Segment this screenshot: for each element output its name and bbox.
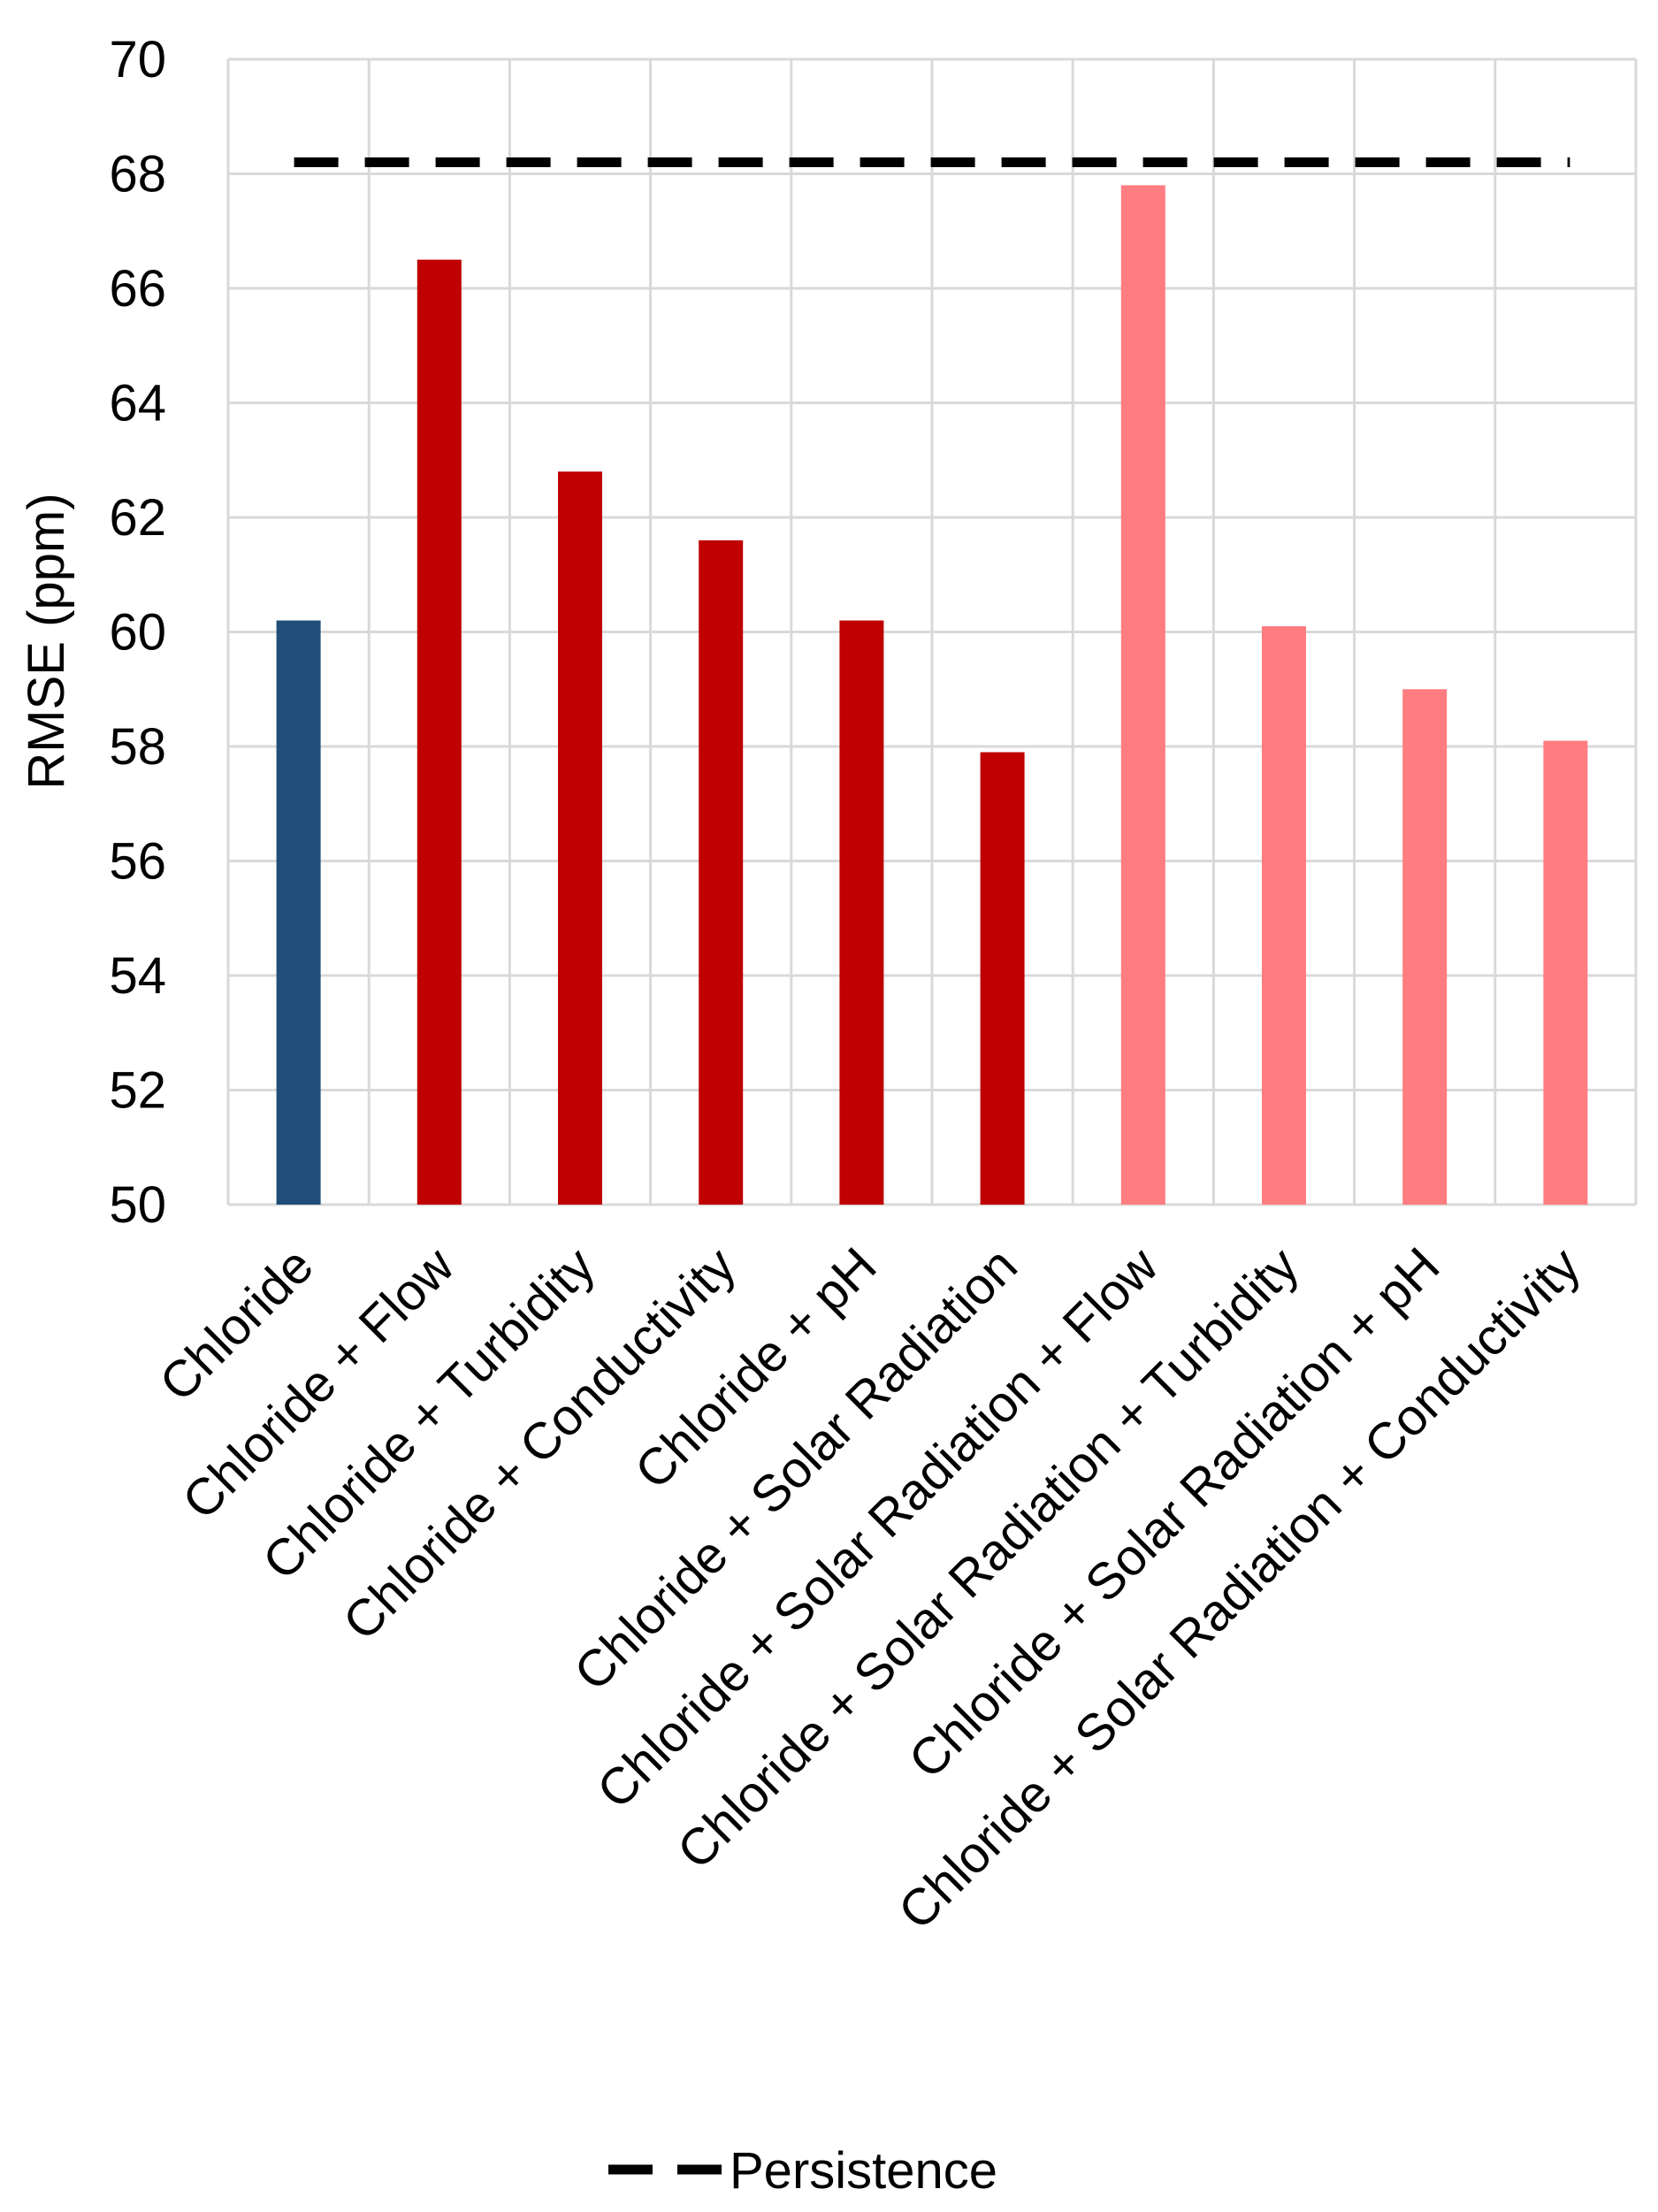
y-tick-label: 68 — [109, 146, 166, 203]
grid — [226, 57, 1638, 1206]
y-tick-label: 70 — [109, 31, 166, 88]
y-tick-label: 62 — [109, 489, 166, 547]
bar — [558, 471, 602, 1205]
y-axis-label: RMSE (ppm) — [18, 493, 75, 789]
y-tick-label: 56 — [109, 833, 166, 891]
bar — [980, 752, 1025, 1205]
x-tick-label: Chloride + pH — [624, 1236, 888, 1500]
bar — [1543, 740, 1588, 1205]
y-tick-label: 54 — [109, 947, 166, 1005]
y-tick-label: 52 — [109, 1062, 166, 1120]
y-axis-ticks: 50 52 54 56 58 60 62 64 66 68 70 — [109, 31, 166, 1234]
bar — [699, 540, 744, 1205]
bars — [276, 185, 1588, 1206]
bar — [416, 259, 462, 1205]
legend-persistence-label: Persistence — [730, 2142, 997, 2200]
bar — [839, 620, 884, 1205]
y-tick-label: 50 — [109, 1176, 166, 1234]
y-tick-label: 60 — [109, 604, 166, 662]
y-tick-label: 64 — [109, 375, 166, 432]
bar — [1262, 626, 1306, 1205]
legend: Persistence — [608, 2142, 997, 2200]
y-tick-label: 66 — [109, 260, 166, 318]
y-tick-label: 58 — [109, 718, 166, 776]
bar — [1120, 185, 1165, 1206]
bar — [276, 620, 321, 1205]
bar — [1402, 689, 1448, 1205]
